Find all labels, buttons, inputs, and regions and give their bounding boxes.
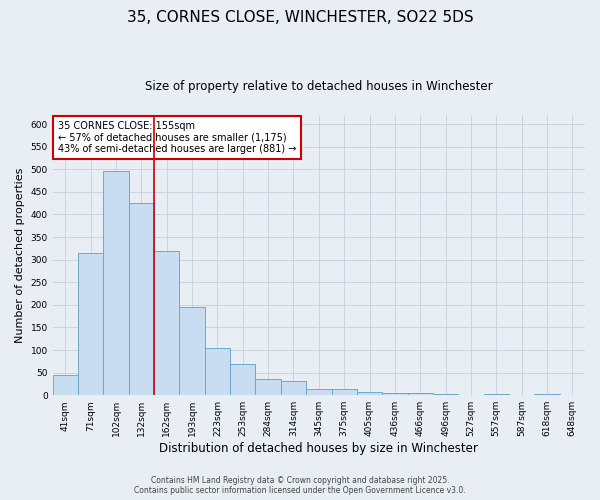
Bar: [306, 390, 332, 395]
Y-axis label: Number of detached properties: Number of detached properties: [15, 168, 25, 343]
Bar: [281, 380, 306, 395]
Text: 35 CORNES CLOSE: 155sqm
← 57% of detached houses are smaller (1,175)
43% of semi: 35 CORNES CLOSE: 155sqm ← 57% of detache…: [58, 120, 296, 154]
Bar: [205, 348, 230, 395]
Text: 35, CORNES CLOSE, WINCHESTER, SO22 5DS: 35, CORNES CLOSE, WINCHESTER, SO22 5DS: [127, 10, 473, 25]
Bar: [535, 394, 560, 395]
Bar: [433, 394, 458, 395]
Bar: [256, 380, 281, 395]
Bar: [154, 250, 179, 395]
Bar: [382, 393, 407, 395]
Bar: [407, 393, 433, 395]
Bar: [53, 375, 78, 395]
Bar: [179, 307, 205, 395]
Bar: [103, 170, 129, 395]
Bar: [78, 253, 103, 395]
X-axis label: Distribution of detached houses by size in Winchester: Distribution of detached houses by size …: [160, 442, 478, 455]
Text: Contains HM Land Registry data © Crown copyright and database right 2025.
Contai: Contains HM Land Registry data © Crown c…: [134, 476, 466, 495]
Title: Size of property relative to detached houses in Winchester: Size of property relative to detached ho…: [145, 80, 493, 93]
Bar: [484, 394, 509, 395]
Bar: [129, 203, 154, 395]
Bar: [230, 364, 256, 395]
Bar: [357, 392, 382, 395]
Bar: [332, 390, 357, 395]
